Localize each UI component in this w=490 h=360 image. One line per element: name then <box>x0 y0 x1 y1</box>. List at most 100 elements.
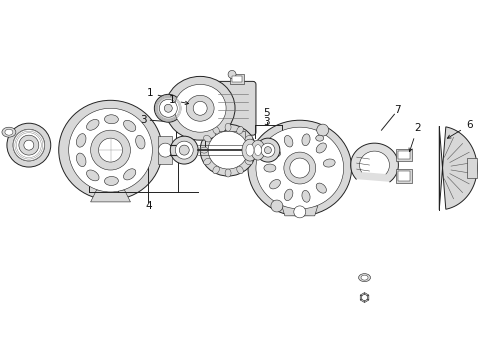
Ellipse shape <box>59 100 162 200</box>
Ellipse shape <box>290 158 310 178</box>
Ellipse shape <box>270 180 280 189</box>
Ellipse shape <box>7 123 51 167</box>
Ellipse shape <box>171 136 198 164</box>
Ellipse shape <box>104 115 119 124</box>
Bar <box>230 75 244 84</box>
Ellipse shape <box>159 99 177 117</box>
Text: 3: 3 <box>264 117 270 127</box>
Ellipse shape <box>179 145 189 155</box>
Ellipse shape <box>175 141 193 159</box>
Ellipse shape <box>204 158 211 165</box>
Circle shape <box>271 200 283 212</box>
Ellipse shape <box>193 101 207 115</box>
Text: 5: 5 <box>264 108 270 118</box>
Ellipse shape <box>284 135 293 147</box>
Ellipse shape <box>246 144 254 156</box>
Ellipse shape <box>256 138 280 162</box>
Ellipse shape <box>5 129 13 135</box>
Ellipse shape <box>98 138 122 162</box>
Polygon shape <box>365 295 369 300</box>
Ellipse shape <box>284 189 293 201</box>
Ellipse shape <box>302 190 310 202</box>
Text: 1: 1 <box>147 88 154 98</box>
Ellipse shape <box>204 135 211 142</box>
Ellipse shape <box>264 164 276 172</box>
Circle shape <box>158 143 172 157</box>
Ellipse shape <box>265 147 271 154</box>
Bar <box>467 158 477 178</box>
Ellipse shape <box>19 135 39 155</box>
Ellipse shape <box>284 152 316 184</box>
Ellipse shape <box>104 176 119 185</box>
Circle shape <box>317 124 329 136</box>
Ellipse shape <box>256 127 343 209</box>
Circle shape <box>294 206 306 218</box>
Bar <box>398 171 410 181</box>
Ellipse shape <box>164 104 172 112</box>
Ellipse shape <box>248 147 256 153</box>
Ellipse shape <box>254 145 262 156</box>
Ellipse shape <box>123 120 136 131</box>
Ellipse shape <box>237 126 244 134</box>
Polygon shape <box>351 143 398 182</box>
Ellipse shape <box>316 183 326 193</box>
Ellipse shape <box>87 170 99 181</box>
Ellipse shape <box>361 275 368 280</box>
Text: 6: 6 <box>447 120 472 138</box>
Bar <box>158 136 172 164</box>
Ellipse shape <box>245 135 252 142</box>
Ellipse shape <box>174 84 226 132</box>
Ellipse shape <box>165 76 235 140</box>
Ellipse shape <box>87 120 99 130</box>
Text: 1: 1 <box>169 95 189 105</box>
Ellipse shape <box>208 131 248 169</box>
Ellipse shape <box>359 274 370 282</box>
Ellipse shape <box>225 169 231 177</box>
Ellipse shape <box>225 123 231 131</box>
Ellipse shape <box>200 147 208 153</box>
Polygon shape <box>365 293 369 298</box>
Ellipse shape <box>186 95 214 121</box>
Ellipse shape <box>123 169 136 180</box>
Ellipse shape <box>136 135 145 149</box>
Bar <box>396 169 413 183</box>
Bar <box>398 151 410 159</box>
Polygon shape <box>439 126 477 210</box>
Polygon shape <box>91 190 130 202</box>
Ellipse shape <box>69 108 152 192</box>
Ellipse shape <box>91 130 130 170</box>
Ellipse shape <box>242 139 258 161</box>
Ellipse shape <box>251 140 265 160</box>
Ellipse shape <box>2 127 16 137</box>
Ellipse shape <box>76 134 86 147</box>
Ellipse shape <box>323 159 335 167</box>
Ellipse shape <box>24 140 34 150</box>
Ellipse shape <box>154 94 182 122</box>
Text: 7: 7 <box>394 105 401 115</box>
Ellipse shape <box>76 153 86 167</box>
Ellipse shape <box>302 134 310 146</box>
Ellipse shape <box>237 166 244 174</box>
Bar <box>396 149 413 161</box>
Circle shape <box>228 71 236 78</box>
Polygon shape <box>282 206 318 216</box>
Ellipse shape <box>316 135 324 141</box>
Polygon shape <box>360 298 365 302</box>
Circle shape <box>362 294 368 301</box>
Bar <box>232 76 242 82</box>
Ellipse shape <box>245 158 252 165</box>
Ellipse shape <box>248 120 352 216</box>
FancyBboxPatch shape <box>212 81 256 135</box>
Text: 4: 4 <box>145 201 152 211</box>
Ellipse shape <box>270 147 280 157</box>
Polygon shape <box>365 298 369 302</box>
Ellipse shape <box>13 129 45 161</box>
Text: 2: 2 <box>409 123 420 152</box>
Bar <box>215 131 245 141</box>
Ellipse shape <box>261 143 275 157</box>
Ellipse shape <box>316 143 326 153</box>
Polygon shape <box>360 295 365 300</box>
Polygon shape <box>360 293 365 298</box>
Polygon shape <box>360 151 390 174</box>
Ellipse shape <box>213 166 220 174</box>
